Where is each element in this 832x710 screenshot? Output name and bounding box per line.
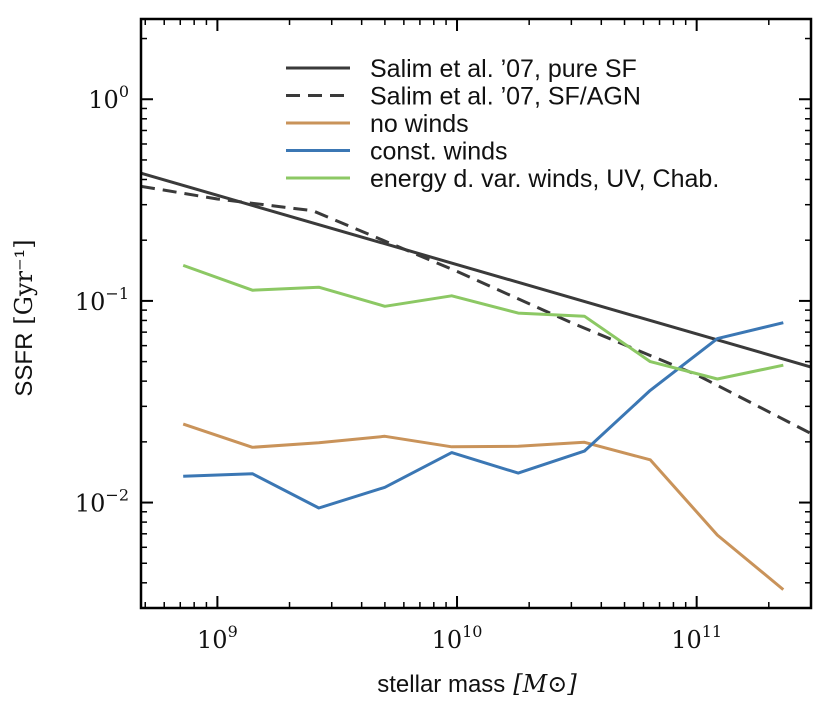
legend-label: Salim et al. ’07, pure SF	[370, 55, 637, 83]
legend-label: no winds	[370, 110, 469, 138]
series-line-5	[182, 263, 784, 381]
y-tick-label: 100	[88, 82, 129, 114]
x-axis-label: stellar mass [M⊙]	[377, 670, 577, 698]
y-axis-unit: [Gyr⁻¹]	[10, 239, 38, 324]
y-tick-exponent: −2	[105, 486, 129, 505]
x-tick-label: 1011	[671, 622, 722, 654]
y-tick-exponent: −1	[105, 284, 129, 303]
legend-label: const. winds	[370, 138, 508, 166]
x-axis-unit: [M⊙]	[513, 670, 577, 698]
y-tick-label: 10−2	[75, 486, 129, 518]
series-line-4	[183, 321, 784, 510]
x-tick-base: 10	[432, 626, 463, 654]
y-tick-exponent: 0	[119, 82, 129, 101]
y-tick-base: 10	[88, 86, 119, 114]
legend-label: energy d. var. winds, UV, Chab.	[370, 165, 719, 193]
x-tick-exponent: 10	[462, 622, 482, 641]
y-tick-label: 10−1	[75, 284, 129, 316]
x-tick-exponent: 11	[702, 622, 722, 641]
x-tick-base: 10	[197, 626, 228, 654]
series-line-2	[141, 184, 811, 435]
x-tick-label: 1010	[432, 622, 483, 654]
legend-label: Salim et al. ’07, SF/AGN	[370, 83, 641, 111]
plot-frame	[139, 17, 813, 610]
x-tick-label: 109	[197, 622, 238, 654]
series-line-3	[182, 422, 785, 591]
x-tick-exponent: 9	[228, 622, 238, 641]
x-axis-label-text: stellar mass	[377, 671, 505, 698]
y-tick-base: 10	[75, 490, 106, 518]
x-tick-base: 10	[671, 626, 702, 654]
y-axis-label: SSFR [Gyr⁻¹]	[10, 239, 38, 396]
series-line-1	[141, 171, 811, 369]
y-tick-base: 10	[75, 288, 106, 316]
y-axis-label-text: SSFR	[11, 333, 38, 397]
series-layer	[141, 171, 811, 591]
